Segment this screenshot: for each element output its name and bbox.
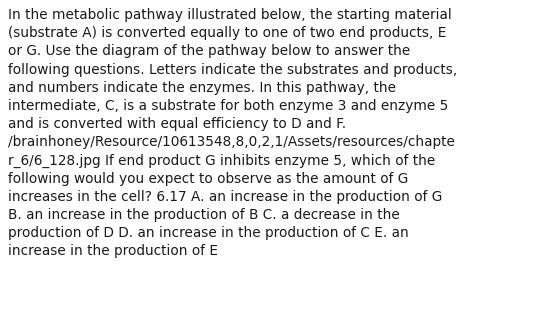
Text: In the metabolic pathway illustrated below, the starting material
(substrate A) : In the metabolic pathway illustrated bel… — [8, 8, 457, 259]
